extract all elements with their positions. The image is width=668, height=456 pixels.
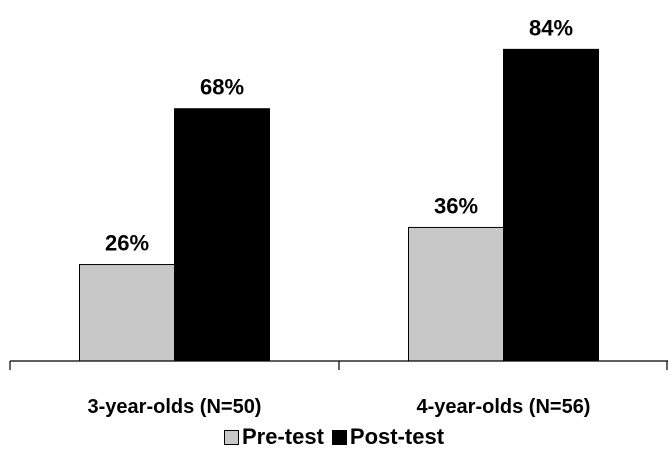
legend-item-pre-test: Pre-test: [223, 424, 324, 450]
data-label-pre-test-2: 36%: [434, 193, 478, 218]
data-label-post-test-1: 68%: [200, 75, 244, 100]
legend-swatch-pre-test: [223, 429, 239, 445]
bar-pre-test-2: [408, 226, 504, 362]
legend-item-post-test: Post-test: [331, 424, 445, 450]
chart-legend: Pre-test Post-test: [0, 424, 668, 450]
x-tick-label-1: 3-year-olds (N=50): [88, 396, 262, 418]
legend-label-post-test: Post-test: [349, 424, 445, 449]
bar-pre-test-1: [79, 264, 175, 362]
legend-swatch-post-test: [331, 429, 347, 445]
bar-post-test-2: [503, 48, 599, 362]
bar-post-test-1: [174, 108, 270, 362]
x-tick-label-2: 4-year-olds (N=56): [417, 396, 591, 418]
legend-label-pre-test: Pre-test: [241, 424, 324, 449]
data-label-pre-test-1: 26%: [105, 231, 149, 256]
data-label-post-test-2: 84%: [529, 15, 573, 40]
